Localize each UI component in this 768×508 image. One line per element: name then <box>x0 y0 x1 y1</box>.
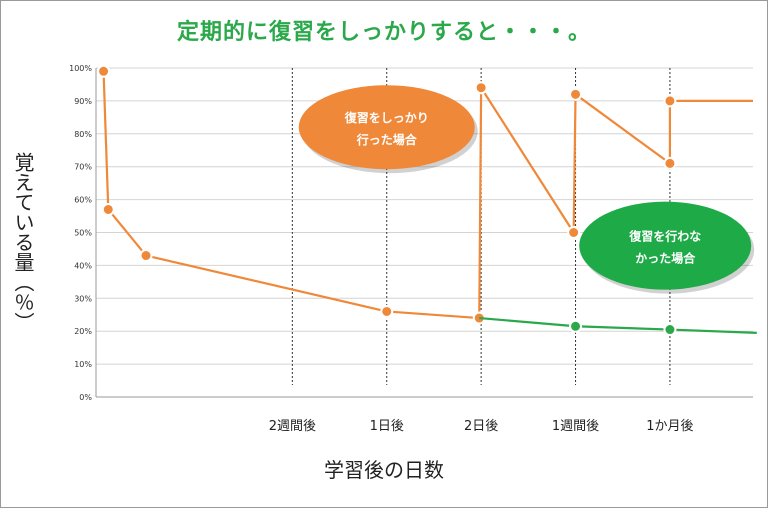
x-tick-label: 1日後 <box>370 419 404 434</box>
data-point-reviewed <box>97 64 111 78</box>
annotation-bubble <box>298 85 475 170</box>
data-point-reviewed <box>380 304 394 318</box>
data-point-reviewed <box>663 94 677 108</box>
y-tick-label: 0% <box>79 393 92 402</box>
y-tick-label: 100% <box>69 64 92 73</box>
y-tick-label: 60% <box>74 196 92 205</box>
x-tick-label: 1か月後 <box>646 419 693 434</box>
y-axis-label: 覚えている量（％） <box>11 152 35 332</box>
x-axis-label: 学習後の日数 <box>324 458 444 482</box>
data-point-reviewed <box>663 156 677 170</box>
y-tick-label: 50% <box>74 229 92 238</box>
series-line-not-reviewed <box>479 316 757 334</box>
y-tick-label: 90% <box>74 97 92 106</box>
y-tick-label: 10% <box>74 360 92 369</box>
y-tick-label: 70% <box>74 163 92 172</box>
annotation-text: 行った場合 <box>356 132 418 147</box>
chart-title: 定期的に復習をしっかりすると・・・。 <box>176 20 591 45</box>
y-tick-label: 20% <box>74 327 92 336</box>
data-point-reviewed <box>567 226 581 239</box>
data-point-reviewed <box>474 81 488 95</box>
y-tick-label: 30% <box>74 294 92 303</box>
annotation-text: 復習をしっかり <box>344 110 429 125</box>
data-point-reviewed <box>139 249 153 263</box>
data-point-reviewed <box>101 202 115 216</box>
x-tick-label: 2週間後 <box>269 419 316 434</box>
data-point-not-reviewed <box>569 319 583 333</box>
data-point-not-reviewed <box>663 323 677 337</box>
y-tick-label: 40% <box>74 261 92 270</box>
annotation-text: かった場合 <box>635 251 696 266</box>
annotation-bubble <box>579 201 752 290</box>
x-tick-label: 2日後 <box>464 419 498 434</box>
x-tick-label: 1週間後 <box>552 419 599 434</box>
y-tick-label: 80% <box>74 130 92 139</box>
annotation-text: 復習を行わな <box>628 229 701 244</box>
data-point-reviewed <box>569 87 583 101</box>
